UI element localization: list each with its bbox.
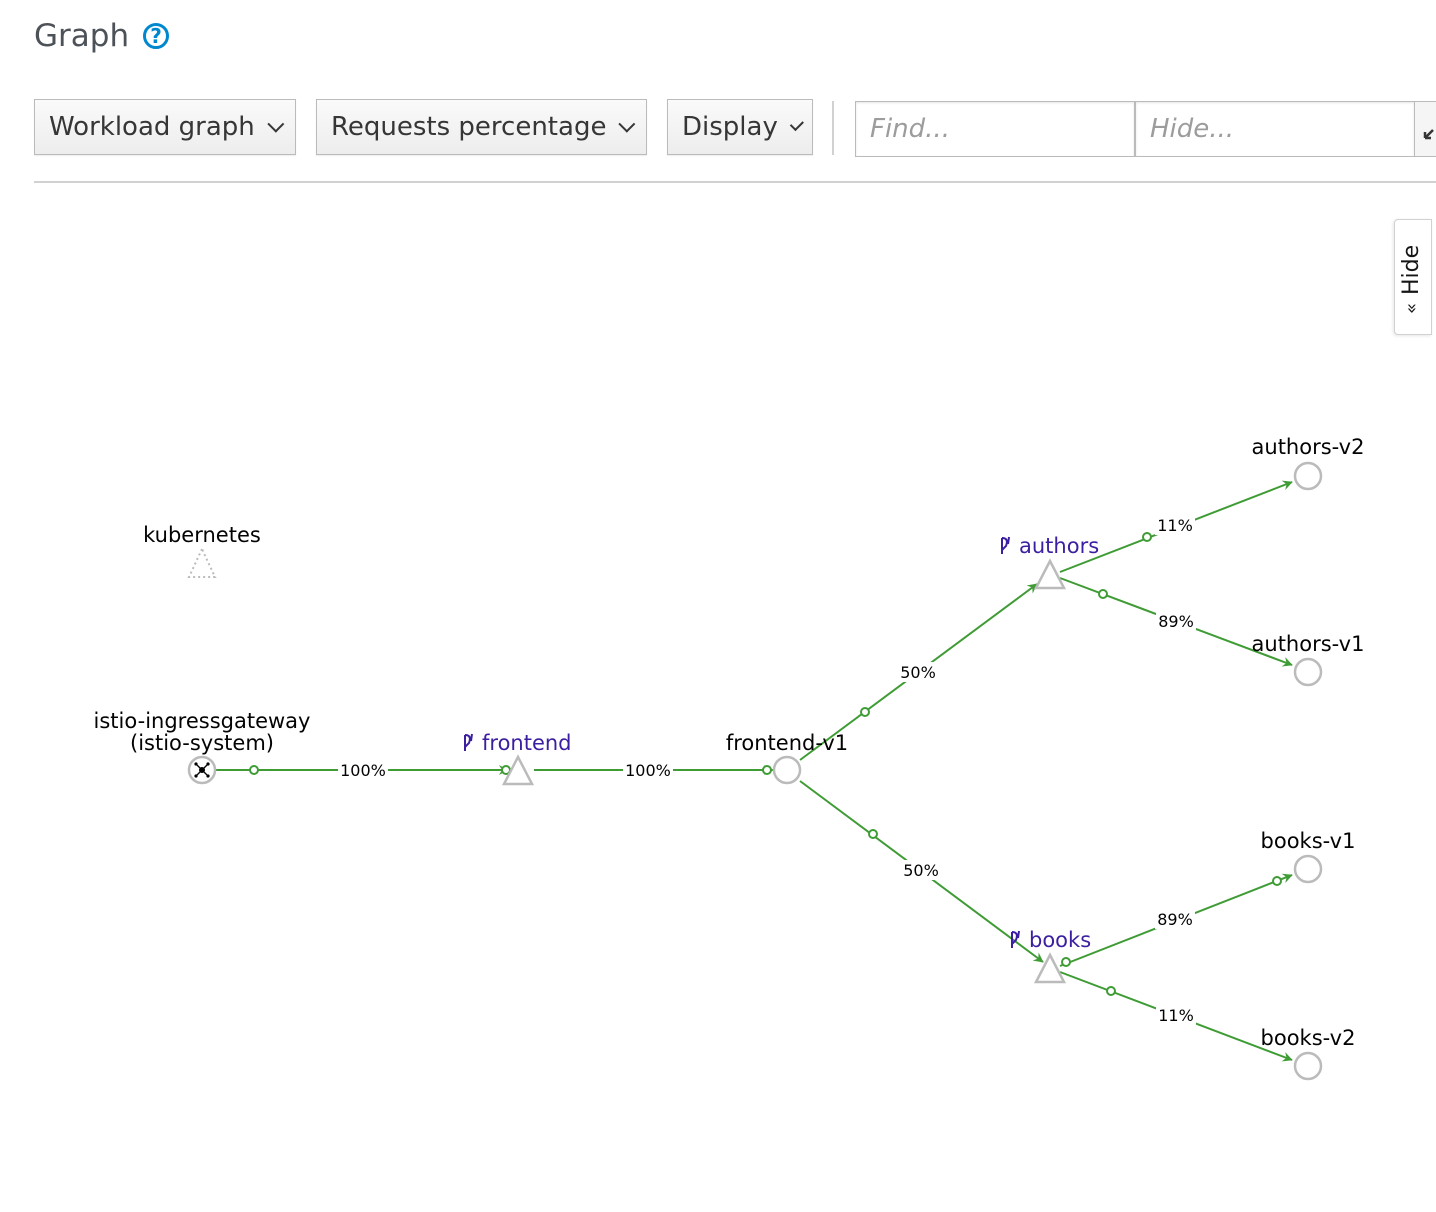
page-title: Graph — [34, 18, 130, 54]
node-authors-v2[interactable]: authors-v2 — [1252, 435, 1365, 491]
edge-label: 50% — [900, 663, 936, 682]
virtual-service-icon — [1001, 536, 1010, 554]
help-circle-icon[interactable]: ? — [143, 23, 170, 49]
edge-label: 11% — [1158, 1006, 1194, 1025]
node-label: books-v2 — [1261, 1026, 1356, 1050]
workload-circle-icon — [1293, 854, 1323, 884]
edge-labels-dropdown[interactable]: Requests percentage — [316, 99, 647, 155]
node-books-service[interactable]: books — [1011, 928, 1091, 984]
node-label: authors-v1 — [1252, 632, 1365, 656]
graph-type-label: Workload graph — [49, 112, 255, 142]
virtual-service-icon — [1011, 930, 1020, 948]
service-triangle-icon — [187, 546, 217, 578]
node-label: authors-v2 — [1252, 435, 1365, 459]
edge-frontend-frontendv1[interactable]: 100% — [501, 760, 774, 780]
node-label: istio-ingressgateway — [94, 709, 311, 733]
node-authors-v1[interactable]: authors-v1 — [1252, 632, 1365, 687]
edge-label: 89% — [1157, 910, 1193, 929]
node-istio-ingressgateway[interactable]: istio-ingressgateway (istio-system) — [94, 709, 311, 785]
node-label: books — [1029, 928, 1091, 952]
node-frontend-service[interactable]: frontend — [464, 731, 572, 786]
node-books-v2[interactable]: books-v2 — [1261, 1026, 1356, 1081]
title-row: Graph ? — [34, 18, 170, 54]
node-label: books-v1 — [1261, 829, 1356, 853]
edge-label: 89% — [1158, 612, 1194, 631]
side-panel-toggle[interactable]: « Hide — [1394, 219, 1432, 335]
edge-labels-label: Requests percentage — [331, 112, 607, 142]
edge-ingress-frontend[interactable]: 100% — [216, 760, 509, 780]
display-label: Display — [682, 112, 778, 142]
edge-label: 100% — [625, 761, 671, 780]
toolbar-divider — [34, 181, 1436, 183]
node-kubernetes[interactable]: kubernetes — [143, 523, 261, 578]
edge-authors-v1[interactable]: 89% — [1059, 577, 1293, 667]
toolbar-separator — [832, 101, 834, 155]
edge-frontendv1-books[interactable]: 50% — [799, 780, 1044, 963]
node-label: (istio-system) — [130, 731, 274, 755]
node-label: frontend-v1 — [726, 731, 848, 755]
service-triangle-icon — [501, 754, 535, 786]
node-label: authors — [1019, 534, 1099, 558]
graph-type-dropdown[interactable]: Workload graph — [34, 99, 296, 155]
edge-label: 50% — [903, 861, 939, 880]
workload-circle-icon — [1293, 1051, 1323, 1081]
workload-circle-icon — [1293, 461, 1323, 491]
gateway-icon — [194, 762, 210, 778]
workload-circle-icon — [1293, 657, 1323, 687]
node-frontend-v1[interactable]: frontend-v1 — [726, 731, 848, 785]
arrow-expand-icon — [1423, 129, 1434, 140]
node-label: kubernetes — [143, 523, 261, 547]
edge-books-v2[interactable]: 11% — [1059, 971, 1293, 1062]
edge-authors-v2[interactable]: 11% — [1059, 480, 1293, 573]
service-triangle-icon — [1033, 558, 1067, 590]
node-label: frontend — [482, 731, 572, 755]
display-dropdown[interactable]: Display — [667, 99, 813, 155]
node-books-v1[interactable]: books-v1 — [1261, 829, 1356, 884]
edge-label: 11% — [1157, 516, 1193, 535]
hide-input[interactable] — [1135, 101, 1415, 157]
node-authors-service[interactable]: authors — [1001, 534, 1099, 590]
workload-circle-icon — [772, 755, 802, 785]
edge-label: 100% — [340, 761, 386, 780]
find-input[interactable] — [855, 101, 1135, 157]
service-triangle-icon — [1033, 952, 1067, 984]
graph-toolbar: Workload graph Requests percentage Displ… — [34, 99, 1436, 157]
expand-button[interactable] — [1414, 101, 1436, 157]
virtual-service-icon — [464, 733, 473, 751]
edge-frontendv1-authors[interactable]: 50% — [799, 583, 1038, 761]
edge-books-v1[interactable]: 89% — [1059, 873, 1293, 967]
